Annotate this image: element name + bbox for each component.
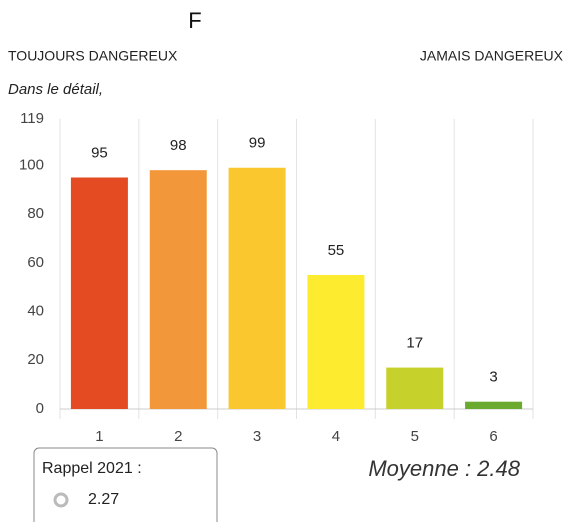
x-tick-label: 5 — [411, 428, 419, 445]
chart-title: F — [188, 8, 201, 33]
data-label: 98 — [170, 137, 187, 154]
left-label: TOUJOURS DANGEREUX — [8, 48, 178, 64]
y-tick-label: 80 — [27, 205, 44, 222]
data-label: 3 — [489, 369, 497, 386]
x-tick-label: 4 — [332, 428, 340, 445]
y-tick-label: 119 — [20, 110, 44, 127]
x-tick-label: 6 — [489, 428, 497, 445]
data-label: 95 — [91, 144, 108, 161]
average: Moyenne : 2.48 — [368, 456, 520, 481]
x-tick-label: 2 — [174, 428, 182, 445]
y-tick-label: 0 — [36, 400, 44, 417]
y-tick-label: 40 — [27, 302, 44, 319]
data-label: 17 — [406, 335, 423, 352]
bar — [307, 274, 365, 409]
x-tick-label: 3 — [253, 428, 261, 445]
recall-box — [33, 447, 218, 522]
subtitle: Dans le détail, — [8, 81, 103, 98]
data-label: 99 — [249, 135, 266, 152]
bar — [228, 167, 286, 409]
recall-icon — [53, 492, 69, 508]
bar — [149, 170, 207, 409]
recall-value: 2.27 — [88, 491, 119, 508]
y-tick-label: 60 — [27, 254, 44, 271]
y-tick-label: 100 — [19, 156, 44, 173]
bar — [70, 177, 128, 409]
bar — [386, 367, 444, 409]
bar — [465, 401, 523, 409]
right-label: JAMAIS DANGEREUX — [420, 48, 564, 64]
recall-label: Rappel 2021 : — [42, 460, 142, 477]
x-tick-label: 1 — [95, 428, 103, 445]
data-label: 55 — [328, 242, 345, 259]
y-tick-label: 20 — [27, 351, 44, 368]
